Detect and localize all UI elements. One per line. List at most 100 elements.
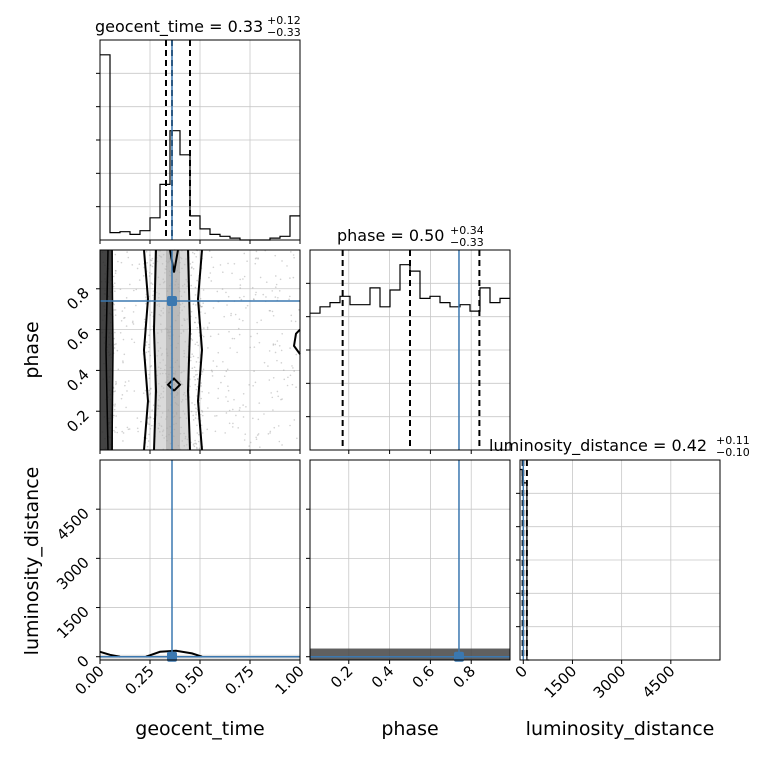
- scatter-point: [131, 264, 134, 266]
- scatter-point: [251, 286, 254, 289]
- scatter-point: [286, 384, 289, 387]
- scatter-point: [197, 440, 200, 443]
- scatter-point: [253, 370, 255, 372]
- scatter-point: [132, 320, 134, 323]
- scatter-point: [131, 338, 133, 341]
- scatter-point: [115, 343, 117, 345]
- scatter-point: [211, 375, 214, 377]
- scatter-point: [121, 430, 124, 433]
- scatter-point: [149, 415, 151, 418]
- scatter-point: [230, 314, 232, 317]
- scatter-point: [246, 260, 248, 262]
- scatter-point: [282, 369, 285, 371]
- scatter-point: [259, 276, 262, 279]
- scatter-point: [280, 349, 283, 352]
- scatter-point: [291, 383, 294, 386]
- tick-label-x: 0: [512, 662, 531, 681]
- scatter-point: [149, 328, 152, 331]
- scatter-point: [262, 293, 265, 296]
- scatter-point: [202, 302, 204, 304]
- scatter-point: [228, 409, 231, 412]
- scatter-point: [272, 344, 275, 346]
- scatter-point: [117, 368, 120, 371]
- scatter-point: [190, 267, 193, 269]
- scatter-point: [289, 374, 292, 377]
- scatter-point: [228, 330, 230, 333]
- scatter-point: [201, 409, 203, 412]
- scatter-point: [114, 403, 116, 406]
- tick-label-x: 1.00: [271, 662, 307, 698]
- scatter-point: [115, 383, 117, 386]
- scatter-point: [209, 335, 212, 338]
- scatter-point: [112, 275, 115, 278]
- scatter-point: [196, 373, 198, 376]
- scatter-point: [197, 356, 199, 359]
- scatter-point: [191, 402, 193, 404]
- scatter-point: [280, 362, 283, 364]
- title-geocent-time: geocent_time = 0.33: [95, 17, 263, 37]
- scatter-point: [232, 422, 234, 425]
- panel-frame: [309, 459, 511, 661]
- scatter-point: [151, 409, 153, 411]
- scatter-point: [123, 353, 126, 356]
- scatter-point: [191, 266, 193, 268]
- contour-line: [186, 249, 192, 451]
- scatter-point: [210, 280, 213, 282]
- scatter-point: [268, 350, 271, 352]
- scatter-point: [127, 428, 130, 431]
- scatter-point: [215, 365, 218, 368]
- scatter-point: [238, 318, 241, 321]
- scatter-point: [190, 310, 193, 313]
- scatter-point: [191, 261, 194, 264]
- contour-line: [145, 649, 203, 658]
- scatter-point: [233, 398, 235, 401]
- scatter-point: [288, 298, 290, 301]
- scatter-point: [276, 390, 279, 393]
- scatter-point: [145, 437, 148, 440]
- scatter-point: [289, 424, 291, 427]
- scatter-point: [195, 255, 198, 258]
- scatter-point: [148, 346, 150, 349]
- scatter-point: [202, 289, 205, 291]
- scatter-point: [225, 291, 227, 294]
- scatter-point: [290, 320, 293, 322]
- scatter-point: [254, 381, 257, 384]
- scatter-point: [199, 304, 201, 307]
- scatter-point: [190, 338, 192, 340]
- scatter-point: [114, 390, 116, 392]
- scatter-point: [279, 278, 282, 281]
- scatter-point: [295, 386, 297, 388]
- scatter-point: [149, 416, 152, 419]
- scatter-point: [243, 439, 246, 441]
- scatter-point: [113, 429, 115, 432]
- scatter-point: [191, 367, 194, 370]
- scatter-point: [192, 444, 195, 446]
- scatter-point: [238, 333, 241, 336]
- scatter-point: [239, 407, 241, 409]
- title-geocent-time-plus: +0.12: [267, 14, 301, 27]
- scatter-point: [191, 251, 194, 254]
- scatter-point: [265, 281, 268, 283]
- scatter-point: [115, 426, 117, 429]
- scatter-point: [194, 417, 197, 419]
- scatter-point: [142, 392, 145, 394]
- scatter-point: [149, 314, 152, 316]
- scatter-point: [227, 385, 229, 387]
- scatter-point: [115, 382, 117, 385]
- scatter-point: [217, 397, 219, 400]
- contour-line: [166, 377, 182, 392]
- contour-line: [111, 249, 114, 451]
- scatter-point: [222, 360, 224, 363]
- scatter-point: [203, 327, 205, 329]
- scatter-point: [122, 361, 124, 364]
- scatter-point: [277, 296, 279, 299]
- scatter-point: [267, 365, 269, 367]
- scatter-point: [122, 338, 125, 341]
- scatter-point: [272, 409, 274, 411]
- scatter-point: [289, 295, 291, 298]
- scatter-point: [274, 286, 277, 288]
- density-band: [310, 648, 510, 660]
- scatter-point: [199, 447, 201, 449]
- scatter-point: [224, 432, 226, 434]
